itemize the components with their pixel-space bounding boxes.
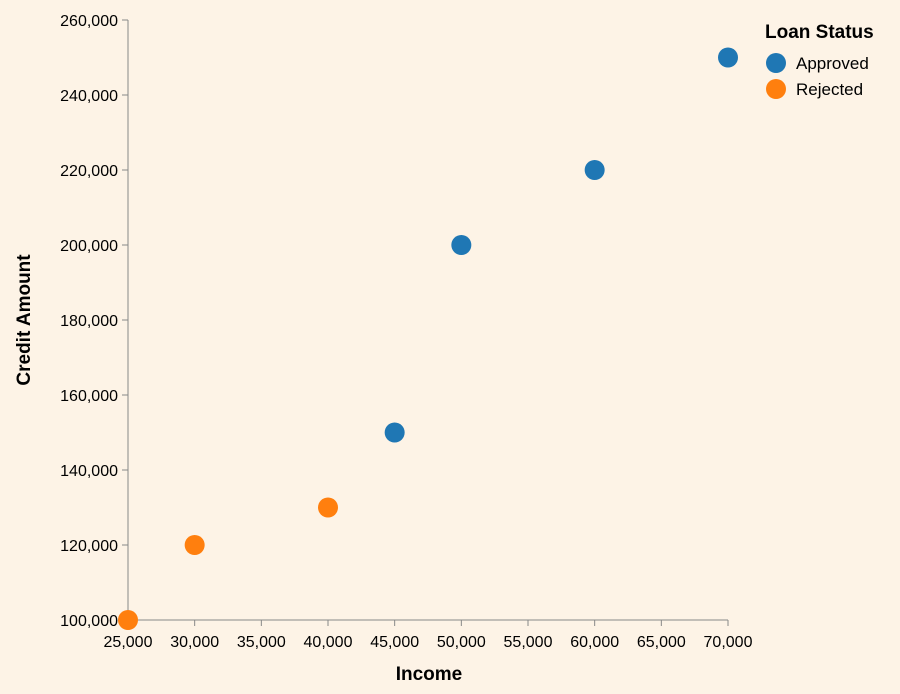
y-tick-label: 260,000 xyxy=(60,13,118,30)
y-axis-title: Credit Amount xyxy=(14,254,35,386)
x-tick-label: 60,000 xyxy=(570,634,619,651)
legend-swatch-rejected xyxy=(766,79,786,99)
legend-items: Approved Rejected xyxy=(766,53,869,99)
data-point-approved xyxy=(718,47,738,68)
x-tick-label: 55,000 xyxy=(504,634,553,651)
data-point-rejected xyxy=(184,535,205,555)
x-axis-title: Income xyxy=(396,664,463,685)
x-tick-label: 40,000 xyxy=(304,634,353,651)
x-tick-label: 70,000 xyxy=(704,634,753,651)
x-tick-label: 30,000 xyxy=(170,634,219,651)
y-tick-label: 240,000 xyxy=(60,88,118,105)
legend-swatch-approved xyxy=(766,53,786,73)
legend-title: Loan Status xyxy=(765,22,874,43)
y-tick-label: 120,000 xyxy=(60,538,118,555)
y-tick-label: 160,000 xyxy=(60,388,118,405)
x-tick-label: 45,000 xyxy=(370,634,419,651)
x-ticks: 25,000 30,000 35,000 40,000 45,000 50,000 55,0… xyxy=(104,620,753,651)
data-point-rejected xyxy=(118,610,138,630)
y-tick-label: 100,000 xyxy=(60,613,118,630)
y-ticks: 100,000 120,000 140,000 160,000 180,000 200,0… xyxy=(60,13,128,630)
data-point-approved xyxy=(451,235,472,255)
data-point-approved xyxy=(584,160,605,180)
y-tick-label: 140,000 xyxy=(60,463,118,480)
x-tick-label: 25,000 xyxy=(104,634,153,651)
y-axis: 100,000 120,000 140,000 160,000 180,000 200,0… xyxy=(14,13,129,630)
data-point-rejected xyxy=(318,497,338,518)
data-point-approved xyxy=(384,422,405,443)
x-tick-label: 35,000 xyxy=(237,634,286,651)
legend-label-rejected: Rejected xyxy=(796,80,863,99)
y-tick-label: 220,000 xyxy=(60,163,118,180)
x-tick-label: 65,000 xyxy=(637,634,686,651)
y-tick-label: 180,000 xyxy=(60,313,118,330)
x-axis: 25,000 30,000 35,000 40,000 45,000 50,000 55,0… xyxy=(104,619,753,685)
y-tick-label: 200,000 xyxy=(60,238,118,255)
data-points xyxy=(118,47,738,630)
legend-label-approved: Approved xyxy=(796,54,869,73)
legend: Loan Status Approved Rejected xyxy=(765,22,874,99)
x-tick-label: 50,000 xyxy=(437,634,486,651)
